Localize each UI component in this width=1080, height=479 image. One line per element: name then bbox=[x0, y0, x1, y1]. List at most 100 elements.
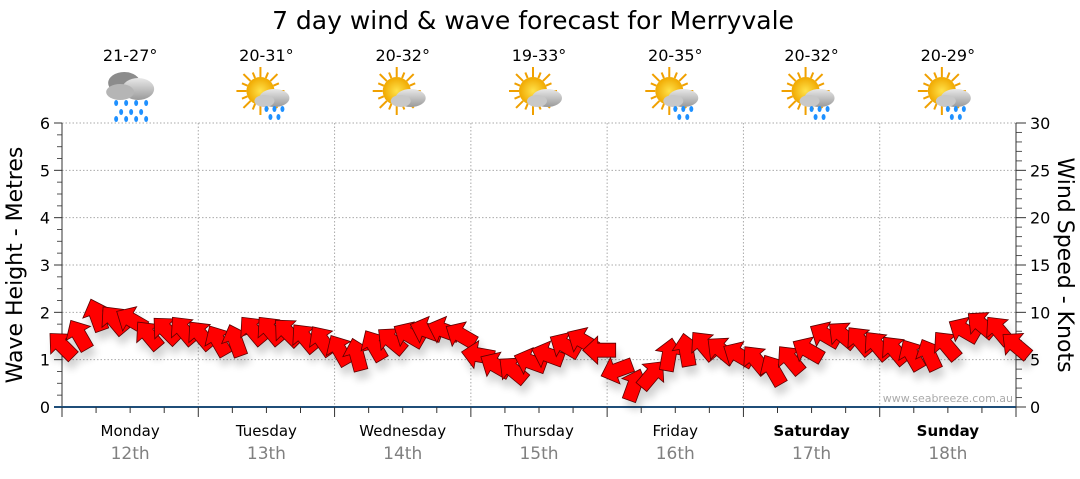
sun-ray bbox=[388, 72, 393, 79]
wind-arrow bbox=[445, 321, 479, 350]
y-tick-right-label: 10 bbox=[1030, 303, 1050, 322]
day-name: Sunday bbox=[917, 422, 980, 440]
wind-arrow bbox=[136, 321, 165, 353]
sun-ray bbox=[515, 100, 524, 109]
sun-ray bbox=[264, 72, 270, 79]
rain-drop bbox=[681, 106, 686, 112]
sun-ray bbox=[241, 82, 248, 87]
wind-arrow bbox=[600, 356, 636, 385]
sun-ray bbox=[951, 73, 960, 82]
sun-ray bbox=[787, 100, 797, 109]
day-name: Wednesday bbox=[359, 422, 446, 440]
rain-drop bbox=[119, 109, 124, 115]
sun-cloud-icon bbox=[372, 67, 426, 115]
wind-arrow bbox=[378, 328, 409, 357]
rain-drop bbox=[949, 114, 954, 120]
cloud-shape bbox=[254, 95, 275, 107]
day-date: 12th bbox=[111, 444, 150, 464]
sun-cloud-rain-icon bbox=[236, 67, 290, 120]
sun-ray bbox=[379, 100, 388, 109]
rain-drop bbox=[276, 114, 281, 120]
y-tick-left-label: 4 bbox=[40, 209, 50, 228]
sun-ray bbox=[786, 82, 794, 87]
sun-cloud-rain-icon bbox=[781, 67, 835, 120]
y-tick-right-label: 30 bbox=[1030, 114, 1050, 133]
wind-arrow bbox=[65, 319, 94, 354]
rain-drop bbox=[272, 106, 277, 112]
cloud-shape bbox=[390, 95, 411, 107]
sun-ray bbox=[810, 72, 815, 79]
sun-ray bbox=[651, 73, 661, 82]
day-date: 13th bbox=[247, 444, 286, 464]
sun-ray bbox=[924, 73, 933, 82]
sun-ray bbox=[786, 95, 794, 100]
sun-ray bbox=[524, 103, 529, 110]
y-tick-right-label: 15 bbox=[1030, 256, 1050, 275]
wind-arrow bbox=[792, 336, 826, 365]
day-date: 18th bbox=[928, 444, 967, 464]
rain-drop bbox=[821, 114, 826, 120]
day-temperature: 19-33° bbox=[512, 46, 567, 65]
wind-arrow bbox=[934, 332, 963, 363]
sun-ray bbox=[673, 72, 678, 79]
sun-ray bbox=[251, 103, 256, 110]
sun-ray bbox=[388, 103, 393, 110]
rain-drop bbox=[129, 109, 134, 115]
sun-ray bbox=[924, 100, 933, 109]
sun-ray bbox=[933, 72, 938, 79]
sun-ray bbox=[524, 72, 529, 79]
sun-ray bbox=[818, 82, 825, 87]
rain-drop bbox=[264, 106, 269, 112]
y-tick-left-label: 1 bbox=[40, 351, 50, 370]
day-labels: Monday 12th 21-27° Tuesday 13th 20-31° Wednesd… bbox=[101, 46, 980, 464]
sun-ray bbox=[514, 95, 521, 100]
sun-ray bbox=[678, 73, 687, 82]
sun-ray bbox=[660, 72, 665, 79]
sun-cloud-rain-icon bbox=[645, 67, 699, 120]
rain-drop bbox=[134, 116, 139, 122]
day-name: Monday bbox=[101, 422, 160, 440]
sun-ray bbox=[946, 72, 951, 79]
sun-ray bbox=[796, 72, 802, 79]
y-tick-right-label: 5 bbox=[1030, 351, 1040, 370]
sun-ray bbox=[650, 82, 657, 87]
sun-ray bbox=[537, 72, 542, 79]
rain-drop bbox=[114, 100, 119, 106]
y-tick-left-label: 5 bbox=[40, 161, 50, 180]
y-tick-left-label: 3 bbox=[40, 256, 50, 275]
day-temperature: 21-27° bbox=[103, 46, 158, 65]
day-date: 16th bbox=[656, 444, 695, 464]
day-name: Tuesday bbox=[235, 422, 297, 440]
sun-ray bbox=[514, 82, 521, 87]
sun-ray bbox=[401, 72, 406, 79]
sun-ray bbox=[242, 100, 252, 109]
cloud-shape bbox=[663, 95, 684, 107]
day-name: Friday bbox=[653, 422, 699, 440]
sun-ray bbox=[787, 73, 797, 82]
watermark: www.seabreeze.com.au bbox=[883, 392, 1013, 405]
rain-drop bbox=[689, 106, 694, 112]
sun-ray bbox=[796, 103, 802, 110]
sun-ray bbox=[660, 103, 665, 110]
rain-drop bbox=[124, 100, 129, 106]
rain-drop bbox=[280, 106, 285, 112]
sun-ray bbox=[377, 95, 385, 100]
wind-arrows bbox=[49, 298, 1034, 404]
sun-ray bbox=[542, 73, 551, 82]
wind-arrow bbox=[499, 357, 531, 387]
sun-ray bbox=[409, 82, 416, 87]
day-temperature: 20-35° bbox=[648, 46, 703, 65]
rain-drop bbox=[945, 106, 950, 112]
sun-ray bbox=[377, 82, 385, 87]
sun-ray bbox=[379, 73, 388, 82]
day-date: 15th bbox=[519, 444, 558, 464]
rain-icon bbox=[106, 72, 155, 122]
day-date: 14th bbox=[383, 444, 422, 464]
grid bbox=[62, 122, 1016, 407]
y-axis-left-label: Wave Height - Metres bbox=[3, 147, 28, 384]
y-tick-right-label: 25 bbox=[1030, 161, 1050, 180]
rain-drop bbox=[268, 114, 273, 120]
cloud-shape bbox=[527, 95, 547, 107]
sun-ray bbox=[269, 73, 279, 82]
